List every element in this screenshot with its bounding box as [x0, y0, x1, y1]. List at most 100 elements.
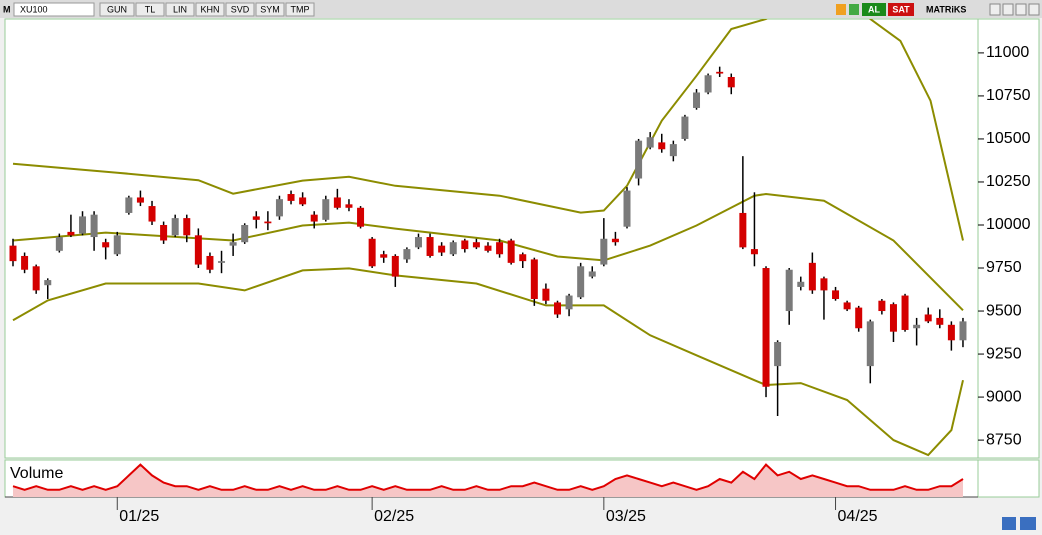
toolbar-button-label: TL	[145, 4, 156, 14]
candle-body	[855, 307, 863, 329]
y-tick-label: 10000	[986, 216, 1031, 233]
toolbar-button[interactable]	[165, 2, 195, 17]
candle-body	[32, 266, 40, 291]
candle-body	[507, 240, 515, 263]
candle-body	[611, 238, 619, 243]
candle-body	[21, 255, 29, 270]
symbol-mark: M	[3, 4, 11, 14]
candle-body	[113, 235, 121, 255]
candle-body	[774, 342, 782, 367]
candle-body	[160, 224, 168, 241]
candle-body	[484, 245, 492, 251]
toolbar-button-label: SVD	[231, 4, 250, 14]
candle-body	[936, 317, 944, 325]
buy-button[interactable]	[862, 3, 886, 16]
candle-body	[229, 242, 237, 246]
volume-axis-area	[977, 459, 1040, 498]
candle-body	[79, 216, 87, 234]
candle-body	[646, 137, 654, 148]
candle-body	[959, 321, 967, 341]
candle-body	[588, 271, 596, 277]
candle-body	[345, 204, 353, 208]
candle-body	[924, 314, 932, 322]
candle-body	[380, 254, 388, 258]
candle-body	[102, 242, 110, 248]
window-button[interactable]	[1002, 3, 1014, 16]
x-tick-label: 02/25	[374, 508, 414, 525]
candle-body	[148, 206, 156, 222]
candle-body	[449, 242, 457, 255]
candle-body	[218, 261, 226, 263]
x-tick-label: 03/25	[606, 508, 646, 525]
symbol: XU100	[20, 4, 48, 14]
candle-body	[472, 242, 480, 248]
y-tick-label: 9000	[986, 388, 1022, 405]
candle-body	[843, 302, 851, 310]
window-button[interactable]	[989, 3, 1001, 16]
candle-body	[44, 280, 52, 286]
toolbar-button[interactable]	[195, 2, 225, 17]
candle-body	[183, 218, 191, 236]
candle-body	[808, 262, 816, 291]
candle-body	[658, 142, 666, 150]
candle-body	[716, 71, 724, 74]
candle-body	[310, 214, 318, 222]
candle-body	[136, 197, 144, 203]
candle-body	[889, 304, 897, 332]
candle-body	[519, 254, 527, 262]
candle-body	[913, 324, 921, 329]
candle-body	[739, 212, 747, 248]
symbol-box[interactable]	[13, 2, 95, 17]
toolbar-button-label: TMP	[291, 4, 310, 14]
candle-body	[55, 237, 63, 251]
y-axis-area	[977, 18, 1040, 459]
candle-body	[832, 290, 840, 299]
toolbar-button[interactable]	[285, 2, 315, 17]
bollinger-band	[12, 19, 964, 241]
candle-body	[357, 207, 365, 227]
y-tick-label: 10500	[986, 130, 1031, 147]
candle-body	[299, 197, 307, 205]
candle-body	[623, 190, 631, 227]
toolbar-button[interactable]	[99, 2, 135, 17]
icon[interactable]	[836, 4, 846, 15]
bollinger-band	[12, 267, 964, 457]
candle-body	[206, 255, 214, 270]
candle-body	[171, 218, 179, 236]
toolbar-button[interactable]	[135, 2, 165, 17]
sell-button[interactable]	[888, 3, 914, 16]
candle-body	[681, 116, 689, 139]
nav-button[interactable]	[1020, 517, 1036, 530]
plot-area	[4, 18, 979, 459]
nav-button[interactable]	[1002, 517, 1016, 530]
candle-body	[287, 194, 295, 201]
y-tick-label: 10750	[986, 87, 1031, 104]
icon[interactable]	[849, 4, 859, 15]
candle-body	[693, 92, 701, 108]
candle-body	[194, 235, 202, 265]
candle-body	[9, 245, 17, 262]
candle-body	[542, 288, 550, 301]
toolbar-button-label: GUN	[107, 4, 127, 14]
candle-body	[368, 238, 376, 267]
candle-body	[785, 269, 793, 312]
bollinger-band	[12, 192, 964, 312]
toolbar-button[interactable]	[225, 2, 255, 17]
window-button[interactable]	[1028, 3, 1040, 16]
candle-body	[750, 249, 758, 255]
y-tick-label: 11000	[986, 44, 1029, 61]
window-button[interactable]	[1015, 3, 1027, 16]
candle-body	[125, 197, 133, 213]
candle-body	[727, 76, 735, 88]
candle-body	[820, 278, 828, 291]
toolbar-button-label: SYM	[260, 4, 280, 14]
candle-body	[600, 238, 608, 265]
candle-body	[414, 237, 422, 248]
candle-body	[669, 144, 677, 157]
brand: MATRiKS	[926, 4, 966, 14]
toolbar-button[interactable]	[255, 2, 285, 17]
candle-body	[947, 324, 955, 341]
candle-body	[901, 295, 909, 330]
candle-body	[565, 295, 573, 310]
